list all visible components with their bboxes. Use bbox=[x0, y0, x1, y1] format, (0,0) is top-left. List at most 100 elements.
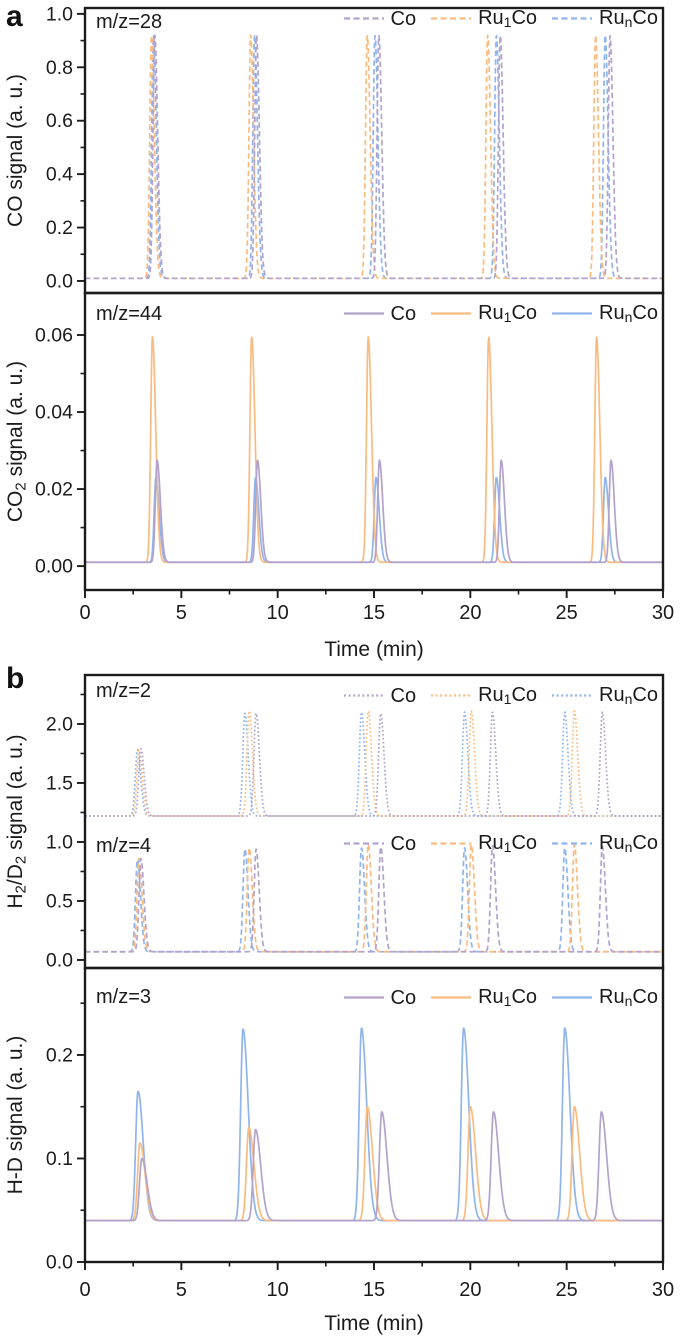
ytick-label: 0.06 bbox=[35, 324, 73, 346]
legend-line-sample-dotted bbox=[431, 694, 472, 697]
legend-mz3: Co Ru1Co RunCo bbox=[343, 983, 658, 1012]
traces-mz28 bbox=[86, 34, 662, 280]
legend-label-subscript: 1 bbox=[503, 993, 512, 1009]
legend-label-text: Co bbox=[632, 986, 658, 1008]
annotation-mz4: m/z=4 bbox=[96, 835, 152, 857]
panel-a-letter: a bbox=[6, 0, 23, 33]
traces-mz2 bbox=[86, 710, 662, 817]
trace-mz3-runco bbox=[86, 1027, 662, 1222]
ytick-label: 0.04 bbox=[35, 402, 73, 424]
legend-line-sample-solid bbox=[343, 312, 384, 315]
legend-label-co: Co bbox=[391, 682, 417, 710]
legend-label-text: Co bbox=[511, 302, 538, 324]
legend-label-text: Co bbox=[390, 7, 417, 30]
ytick-label: 1.5 bbox=[46, 772, 73, 794]
xtick-label: 25 bbox=[556, 1279, 578, 1301]
legend-label-subscript: n bbox=[624, 14, 633, 30]
ylabel-mz28: CO signal (a. u.) bbox=[4, 74, 27, 227]
xtick-label: 0 bbox=[79, 602, 90, 624]
ytick-label: 1.0 bbox=[46, 831, 73, 853]
trace-mz3-co bbox=[86, 1111, 662, 1222]
frame-mz44 bbox=[83, 291, 665, 592]
legend-mz28: Co Ru1Co RunCo bbox=[343, 4, 658, 33]
legend-label-text: Co bbox=[632, 832, 658, 854]
legend-label-ru1co: Ru1Co bbox=[478, 983, 537, 1012]
legend-label-text: Co bbox=[511, 684, 538, 706]
legend-item-ru1co: Ru1Co bbox=[431, 299, 537, 328]
legend-label-runco: RunCo bbox=[599, 4, 658, 33]
legend-line-sample-dashed bbox=[343, 17, 384, 20]
legend-label-text: Ru bbox=[478, 986, 504, 1008]
ytick-label: 0.0 bbox=[46, 949, 73, 971]
legend-label-text: Co bbox=[390, 986, 417, 1009]
ytick-label: 0.5 bbox=[46, 890, 73, 912]
legend-label-text: Ru bbox=[599, 7, 625, 29]
legend-label-text: Co bbox=[511, 832, 538, 854]
annotation-mz3: m/z=3 bbox=[96, 986, 152, 1008]
legend-label-text: Co bbox=[390, 302, 417, 325]
legend-label-co: Co bbox=[391, 984, 417, 1012]
legend-line-sample-dotted bbox=[552, 694, 593, 697]
xlabel-a: Time (min) bbox=[324, 638, 424, 661]
legend-label-text: Ru bbox=[478, 684, 504, 706]
legend-item-co: Co bbox=[343, 300, 417, 328]
ytick-label: 0.02 bbox=[35, 479, 73, 501]
legend-line-sample-solid bbox=[552, 996, 593, 999]
annotation-mz44: m/z=44 bbox=[96, 303, 163, 325]
legend-label-text: Co bbox=[632, 7, 658, 29]
legend-label-subscript: n bbox=[624, 839, 633, 855]
ytick-label: 0.8 bbox=[46, 57, 73, 79]
legend-label-co: Co bbox=[391, 830, 417, 858]
legend-label-text: Ru bbox=[599, 832, 625, 854]
annotation-mz28: m/z=28 bbox=[96, 11, 163, 33]
legend-label-subscript: n bbox=[624, 309, 633, 325]
traces-mz4 bbox=[86, 843, 662, 953]
xtick-label: 10 bbox=[267, 602, 289, 624]
legend-item-co: Co bbox=[343, 984, 417, 1012]
xtick-label: 5 bbox=[176, 1279, 187, 1301]
ylabel-mz44: CO2​ signal (a. u.) bbox=[4, 361, 30, 522]
legend-label-runco: RunCo bbox=[599, 681, 658, 710]
legend-item-ru1co: Ru1Co bbox=[431, 681, 537, 710]
xtick-label: 20 bbox=[459, 602, 481, 624]
panel-b-letter: b bbox=[6, 662, 25, 695]
legend-line-sample-dashed bbox=[552, 842, 593, 845]
ytick-label: 0.00 bbox=[35, 556, 73, 578]
ytick-label: 2.0 bbox=[46, 713, 73, 735]
legend-item-ru1co: Ru1Co bbox=[431, 4, 537, 33]
legend-item-runco: RunCo bbox=[552, 299, 658, 328]
legend-line-sample-dashed bbox=[431, 842, 472, 845]
legend-label-text: Ru bbox=[478, 832, 504, 854]
legend-label-text: Ru bbox=[599, 986, 625, 1008]
legend-line-sample-solid bbox=[552, 312, 593, 315]
yticks-mz28: 0.0 0.2 0.4 0.6 0.8 1.0 bbox=[46, 3, 85, 292]
legend-item-runco: RunCo bbox=[552, 4, 658, 33]
legend-item-co: Co bbox=[343, 830, 417, 858]
legend-mz44: Co Ru1Co RunCo bbox=[343, 299, 658, 328]
legend-label-text: Co bbox=[511, 986, 538, 1008]
trace-mz44-co bbox=[86, 459, 662, 564]
legend-item-ru1co: Ru1Co bbox=[431, 983, 537, 1012]
legend-label-subscript: 1 bbox=[503, 839, 512, 855]
xtick-label: 30 bbox=[652, 1279, 674, 1301]
legend-label-text: Co bbox=[390, 832, 417, 855]
legend-label-subscript: 1 bbox=[503, 309, 512, 325]
legend-label-text: Co bbox=[632, 302, 658, 324]
xtick-label: 5 bbox=[176, 602, 187, 624]
legend-label-co: Co bbox=[391, 300, 417, 328]
legend-item-co: Co bbox=[343, 5, 417, 33]
trace-mz2-ru1co bbox=[86, 710, 662, 817]
legend-label-ru1co: Ru1Co bbox=[478, 681, 537, 710]
legend-label-text: Ru bbox=[478, 302, 504, 324]
legend-line-sample-dashed bbox=[343, 842, 384, 845]
trace-mz28-runco bbox=[86, 34, 662, 280]
legend-label-ru1co: Ru1Co bbox=[478, 4, 537, 33]
legend-label-runco: RunCo bbox=[599, 829, 658, 858]
ytick-label: 0.2 bbox=[46, 217, 73, 239]
xtick-label: 25 bbox=[556, 602, 578, 624]
legend-line-sample-dotted bbox=[343, 694, 384, 697]
ytick-label: 0.6 bbox=[46, 110, 73, 132]
legend-mz4: Co Ru1Co RunCo bbox=[343, 829, 658, 858]
